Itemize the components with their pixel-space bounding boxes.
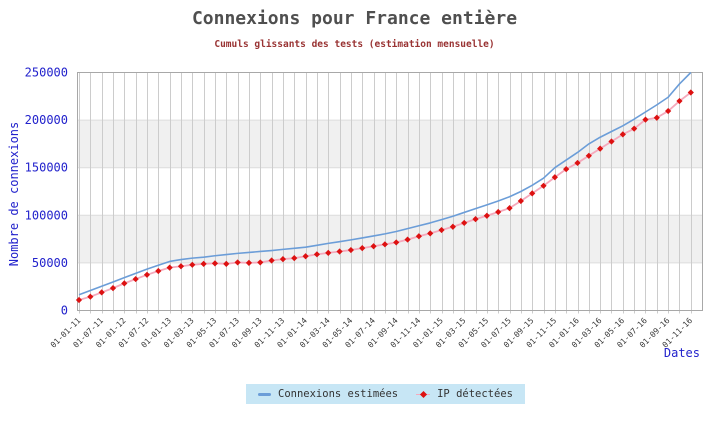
blue-line-swatch-icon [258, 392, 271, 396]
chart-title: Connexions pour France entière [191, 8, 518, 29]
chart-subtitle: Cumuls glissants des tests (estimation m… [214, 39, 495, 50]
svg-text:100000: 100000 [25, 208, 68, 222]
x-axis-title: Dates [663, 346, 700, 360]
x-tick-labels: 01-01-1101-07-1101-01-1201-07-1201-01-13… [49, 316, 695, 350]
svg-text:0: 0 [61, 304, 68, 318]
y-tick-labels: 0 50000 100000 150000 200000 250000 [25, 66, 68, 318]
legend-item-ip: IP détectées [416, 388, 513, 400]
red-diamond-swatch-icon [416, 390, 431, 399]
legend: Connexions estimées IP détectées [246, 384, 525, 404]
legend-label-connexions: Connexions estimées [278, 388, 399, 400]
svg-text:200000: 200000 [25, 113, 68, 127]
legend-item-connexions: Connexions estimées [258, 388, 398, 400]
series-connexions-line [78, 71, 692, 296]
svg-text:150000: 150000 [25, 161, 68, 175]
legend-label-ip: IP détectées [437, 388, 513, 400]
v-gridlines [79, 72, 692, 314]
svg-text:50000: 50000 [32, 256, 68, 270]
series-ip-markers [75, 89, 694, 304]
svg-text:250000: 250000 [25, 66, 68, 80]
